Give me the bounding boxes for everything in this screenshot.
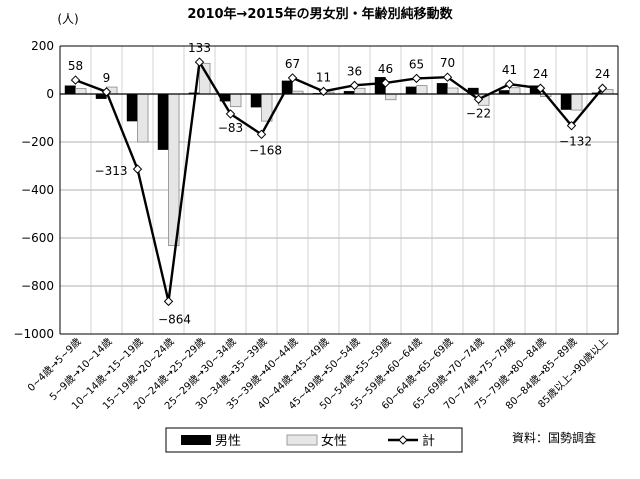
legend-label-female: 女性 [321, 433, 347, 449]
bar-female [137, 93, 149, 143]
total-marker [566, 120, 577, 131]
total-marker [194, 57, 205, 67]
total-marker [597, 83, 608, 93]
total-data-label: 65 [409, 57, 424, 71]
bar-male [157, 93, 169, 150]
bar-male [405, 86, 417, 95]
y-tick-labels: 200 0 −200 −400 −600 −800 −1000 [13, 39, 54, 341]
total-marker [101, 87, 112, 97]
total-data-label: 11 [316, 70, 331, 84]
total-marker [318, 86, 329, 97]
legend: 男性 女性 計 [165, 427, 463, 453]
y-tick-label: −200 [21, 135, 54, 149]
bar-male [126, 93, 138, 122]
bar-female [571, 93, 583, 111]
legend-swatch-total-marker [398, 435, 408, 445]
total-series-line [75, 58, 604, 302]
y-tick-label: −1000 [13, 327, 54, 341]
total-data-label: 67 [285, 57, 300, 71]
total-line [70, 57, 608, 307]
x-tick-label: 0~4歳→5~9歳 [25, 336, 83, 394]
data-labels: 58 9 −313 −864 133 −83 −168 67 11 36 46 65 70 −22 41 24… [68, 41, 610, 326]
bar-female [230, 93, 242, 108]
legend-label-total: 計 [422, 433, 435, 449]
total-marker [225, 109, 236, 119]
axes [59, 45, 619, 335]
total-data-label: −83 [218, 121, 243, 135]
total-data-label: −313 [95, 164, 128, 178]
y-axis-unit-label: (人) [57, 12, 78, 26]
source-note: 資料：国勢調査 [512, 430, 596, 445]
total-data-label: −168 [249, 143, 282, 157]
total-marker [349, 80, 360, 91]
total-marker [70, 75, 81, 85]
y-tick-label: −800 [21, 279, 54, 293]
chart-title: 2010年→2015年の男女別・年齢別純移動数 [187, 6, 453, 22]
total-data-label: 9 [103, 71, 111, 85]
bar-female [385, 93, 397, 101]
bar-female [509, 87, 521, 95]
total-marker [504, 79, 515, 89]
total-marker [380, 78, 391, 88]
bar-male [250, 93, 262, 108]
legend-swatch-male [181, 435, 211, 445]
total-data-label: −864 [158, 312, 191, 326]
bar-female [447, 87, 459, 95]
total-data-label: 36 [347, 64, 362, 78]
total-marker [442, 72, 453, 82]
bar-female [354, 87, 366, 95]
total-marker [256, 129, 267, 140]
bar-male [64, 85, 76, 95]
y-tick-label: −400 [21, 183, 54, 197]
bar-male [436, 83, 448, 95]
total-data-label: −132 [559, 135, 592, 149]
total-data-label: 58 [68, 59, 83, 73]
y-tick-label: 200 [31, 39, 54, 53]
total-marker [535, 83, 546, 93]
total-data-label: 24 [533, 67, 548, 81]
bar-female [75, 88, 87, 95]
total-marker [163, 296, 174, 307]
total-data-label: 24 [595, 67, 610, 81]
legend-swatch-female [286, 434, 318, 446]
y-tick-label: −600 [21, 231, 54, 245]
total-data-label: −22 [466, 106, 491, 120]
bar-male [560, 93, 572, 110]
total-data-label: 133 [188, 41, 211, 55]
total-marker [132, 164, 143, 174]
total-data-label: 70 [440, 56, 455, 70]
total-marker [287, 73, 298, 83]
total-data-label: 41 [502, 63, 517, 77]
bar-female [416, 85, 428, 95]
total-data-label: 46 [378, 62, 393, 76]
total-marker [411, 73, 422, 84]
total-marker [473, 94, 484, 104]
y-tick-label: 0 [46, 87, 54, 101]
legend-label-male: 男性 [215, 434, 241, 449]
x-tick-labels: 0~4歳→5~9歳5~9歳→10~14歳10~14歳→15~19歳15~19歳→… [25, 336, 610, 412]
